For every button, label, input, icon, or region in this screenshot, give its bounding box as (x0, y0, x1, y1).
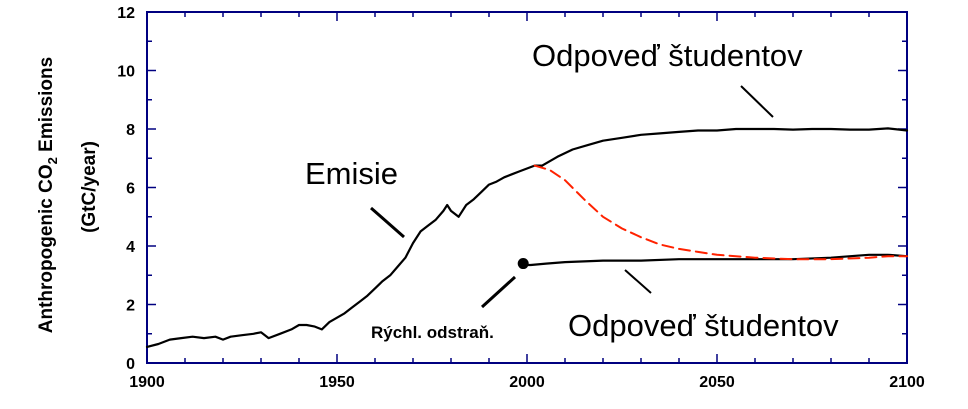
annotation-emisie: Emisie (305, 156, 398, 191)
y-tick-label: 0 (126, 356, 135, 373)
annotation-student-response-upper: Odpoveď študentov (532, 38, 803, 73)
y-tick-label: 8 (126, 122, 135, 139)
y-tick-label: 6 (126, 181, 135, 198)
x-tick-label: 2100 (889, 374, 925, 391)
rapid-removal-marker (517, 258, 529, 270)
y-tick-label: 4 (126, 239, 135, 256)
pointer-student-response-lower (624, 269, 652, 294)
x-tick-label: 1950 (319, 374, 355, 391)
y-axis-units: (GtC/year) (79, 141, 100, 233)
series-line-student-response-upper (541, 127, 909, 167)
pointer-student-response-upper (740, 85, 774, 118)
y-axis-title-main: Anthropogenic CO (36, 164, 57, 333)
y-tick-label: 2 (126, 298, 135, 315)
annotation-rapid-removal: Rýchl. odstraň. (371, 323, 494, 342)
y-axis-title-subscript: 2 (45, 157, 60, 164)
series-line-emisie (145, 164, 544, 348)
x-tick-label: 1900 (129, 374, 165, 391)
pointer-emisie (370, 206, 405, 239)
series-line-student-response-lower (522, 253, 909, 267)
y-axis-title: Anthropogenic CO2 Emissions (36, 57, 60, 333)
svg-text:Anthropogenic CO2 Emissions: Anthropogenic CO2 Emissions (36, 57, 60, 333)
x-tick-label: 2000 (509, 374, 545, 391)
x-tick-label: 2050 (699, 374, 735, 391)
pointer-rapid-removal (480, 275, 517, 309)
series-line-dashed-projection (533, 164, 908, 261)
y-tick-label: 10 (117, 64, 135, 81)
plot-area: 1900 1950 2000 2050 2100 0 2 4 6 8 10 12 (117, 5, 925, 391)
annotation-student-response-lower: Odpoveď študentov (568, 308, 839, 343)
y-tick-label: 12 (117, 5, 135, 22)
y-axis-title-tail: Emissions (36, 57, 57, 157)
